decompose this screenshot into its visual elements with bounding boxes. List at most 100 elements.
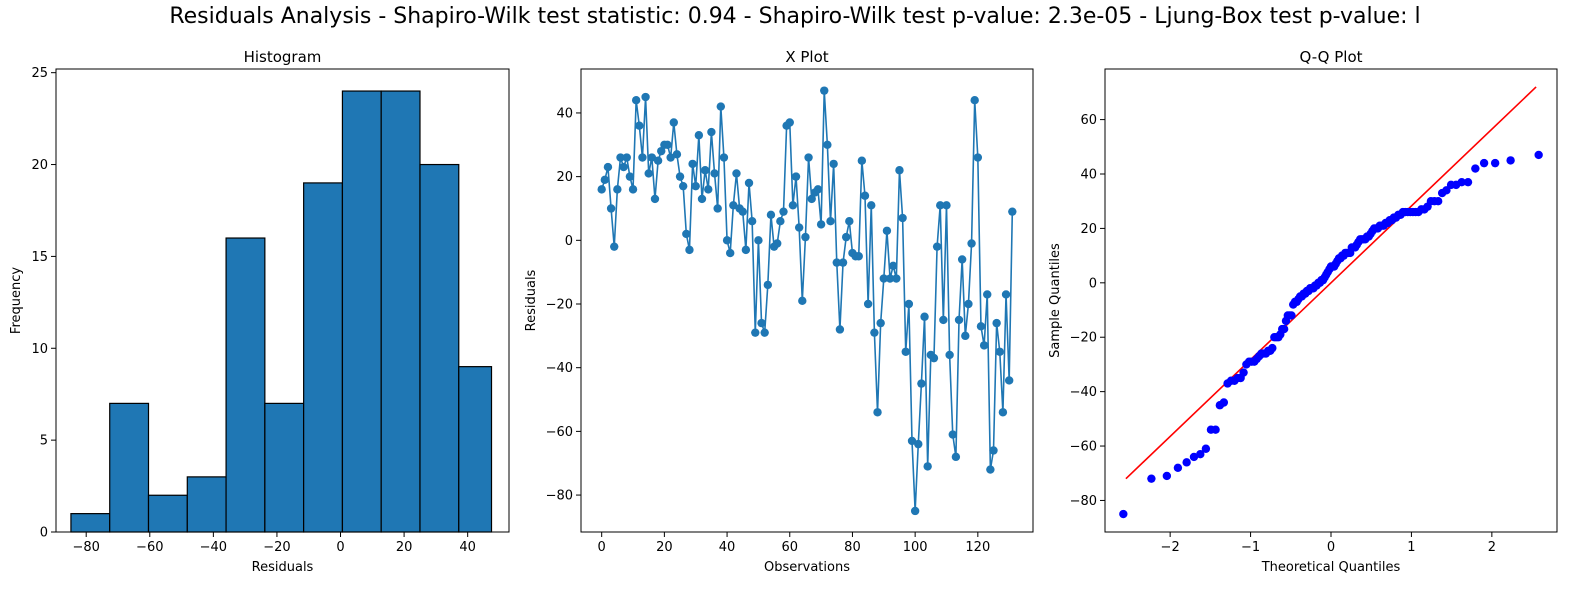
residual-point bbox=[945, 350, 954, 360]
x-tick-label: 0 bbox=[336, 540, 344, 555]
residual-point bbox=[616, 153, 625, 162]
histogram-bar bbox=[225, 237, 266, 533]
residual-point bbox=[863, 299, 873, 309]
histogram-bar bbox=[341, 90, 382, 533]
residual-point bbox=[644, 169, 653, 178]
residual-point bbox=[804, 153, 813, 162]
residual-point bbox=[942, 201, 951, 210]
x-axis-label: Theoretical Quantiles bbox=[1261, 560, 1401, 575]
residual-point bbox=[653, 156, 663, 165]
residual-point bbox=[998, 408, 1008, 417]
y-axis-label: Sample Quantiles bbox=[1048, 243, 1063, 358]
y-tick-label: 20 bbox=[1080, 222, 1097, 237]
residual-point bbox=[619, 162, 628, 172]
residual-point bbox=[807, 194, 816, 204]
residual-point bbox=[914, 439, 923, 449]
y-tick-label: 0 bbox=[1089, 276, 1097, 291]
residual-point bbox=[835, 325, 845, 334]
qq-point bbox=[1239, 368, 1248, 377]
chart-title: Q-Q Plot bbox=[1299, 48, 1362, 66]
residual-point bbox=[776, 217, 785, 226]
residual-point bbox=[929, 353, 939, 363]
residual-point bbox=[757, 318, 766, 328]
residual-point bbox=[948, 430, 957, 439]
figure-title: Residuals Analysis - Shapiro-Wilk test s… bbox=[169, 4, 1421, 29]
residual-point bbox=[983, 290, 992, 299]
histogram-bar bbox=[109, 402, 150, 533]
y-tick-label: −40 bbox=[1070, 385, 1097, 400]
y-tick-label: 10 bbox=[31, 342, 48, 357]
residual-point bbox=[992, 318, 1001, 328]
residual-point bbox=[954, 315, 964, 325]
y-tick-label: 5 bbox=[40, 434, 48, 449]
qq-point bbox=[1196, 449, 1205, 459]
residual-point bbox=[722, 236, 732, 245]
histogram-bar bbox=[70, 513, 111, 533]
qq-point bbox=[1287, 311, 1296, 320]
x-plot-panel: 0 20 40 60 80 100 120 −80 −60 −40 −20 0 20 40 X Plot Ob… bbox=[524, 48, 1034, 575]
residual-point bbox=[647, 153, 657, 162]
histogram-bar bbox=[419, 163, 460, 533]
residual-point bbox=[970, 96, 979, 105]
y-tick-label: −40 bbox=[546, 361, 573, 376]
residual-point bbox=[939, 315, 948, 325]
residual-point bbox=[1008, 207, 1017, 216]
residual-point bbox=[672, 150, 682, 159]
residual-point bbox=[738, 207, 747, 216]
residual-point bbox=[732, 169, 741, 178]
residual-point bbox=[973, 153, 983, 162]
histogram-bar bbox=[380, 90, 421, 533]
qq-point bbox=[1211, 425, 1220, 434]
y-tick-label: 40 bbox=[1080, 168, 1097, 183]
qq-point bbox=[1219, 398, 1229, 407]
residual-point bbox=[697, 194, 707, 204]
residual-point bbox=[678, 181, 688, 191]
residual-point bbox=[663, 140, 672, 149]
residual-point bbox=[726, 248, 735, 258]
residual-point bbox=[854, 252, 863, 261]
residual-point bbox=[885, 274, 895, 283]
residual-point bbox=[989, 446, 998, 455]
y-tick-label: 20 bbox=[556, 170, 573, 185]
residual-point bbox=[873, 408, 882, 417]
residual-point bbox=[951, 452, 961, 462]
residual-point bbox=[976, 322, 986, 331]
residual-point bbox=[685, 245, 694, 255]
y-axis-label: Frequency bbox=[9, 267, 24, 334]
axes-frame bbox=[55, 68, 510, 533]
residual-point bbox=[625, 172, 635, 181]
y-tick-label: 25 bbox=[31, 66, 48, 81]
residual-point bbox=[932, 242, 942, 251]
qq-plot-panel: −2 −1 0 1 2 −80 −60 −40 −20 0 20 40 60 Q-Q Plot Theore… bbox=[1048, 48, 1558, 575]
residual-point bbox=[747, 217, 757, 226]
x-tick-label: −60 bbox=[136, 540, 163, 555]
histogram-bar bbox=[264, 402, 305, 533]
residual-point bbox=[920, 312, 929, 321]
y-tick-label: 60 bbox=[1080, 113, 1097, 128]
residual-point bbox=[860, 191, 870, 200]
residual-point bbox=[986, 465, 995, 474]
x-tick-label: −2 bbox=[1161, 540, 1180, 555]
residual-point bbox=[838, 258, 848, 267]
residual-point bbox=[845, 217, 854, 226]
residual-point bbox=[870, 328, 879, 337]
qq-point bbox=[1268, 343, 1277, 353]
residual-point bbox=[669, 118, 678, 127]
x-tick-label: 40 bbox=[459, 540, 476, 555]
residual-point bbox=[650, 194, 660, 204]
residual-point bbox=[597, 185, 606, 194]
residual-point bbox=[813, 185, 823, 194]
residual-point bbox=[826, 217, 835, 226]
histogram-bar bbox=[303, 182, 344, 533]
x-tick-label: −80 bbox=[72, 540, 99, 555]
residual-point bbox=[716, 102, 726, 111]
residual-point bbox=[628, 185, 638, 194]
residual-point bbox=[751, 328, 760, 337]
residual-point bbox=[744, 178, 754, 188]
qq-point bbox=[1119, 509, 1128, 519]
qq-point bbox=[1479, 158, 1489, 168]
qq-point bbox=[1279, 324, 1289, 334]
axes-frame bbox=[580, 68, 1034, 533]
qq-point bbox=[1534, 150, 1543, 160]
